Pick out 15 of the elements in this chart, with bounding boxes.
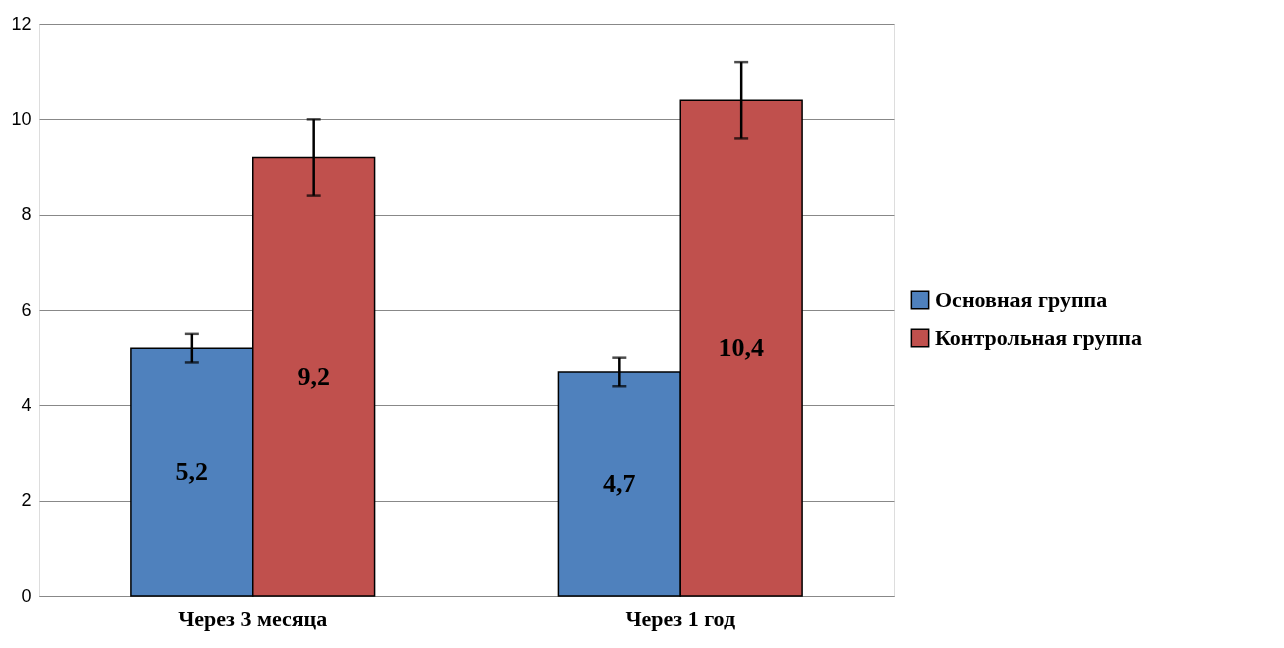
y-tick-label: 0 xyxy=(21,585,32,606)
data-label: 5,2 xyxy=(175,457,209,487)
y-tick-label: 6 xyxy=(21,299,32,320)
y-tick-label: 2 xyxy=(21,490,32,511)
y-tick-label: 8 xyxy=(21,204,32,225)
data-label: 4,7 xyxy=(603,468,636,498)
y-tick-label: 12 xyxy=(11,13,32,34)
x-tick-label: Через 3 месяца xyxy=(178,605,328,631)
legend-label: Контрольная группа xyxy=(935,325,1142,350)
y-tick-label: 4 xyxy=(21,394,32,415)
data-label: 10,4 xyxy=(718,333,764,363)
y-tick-label: 10 xyxy=(11,108,32,129)
data-label: 9,2 xyxy=(297,361,330,391)
legend-label: Основная группа xyxy=(935,287,1108,312)
x-tick-label: Через 1 год xyxy=(625,605,736,631)
